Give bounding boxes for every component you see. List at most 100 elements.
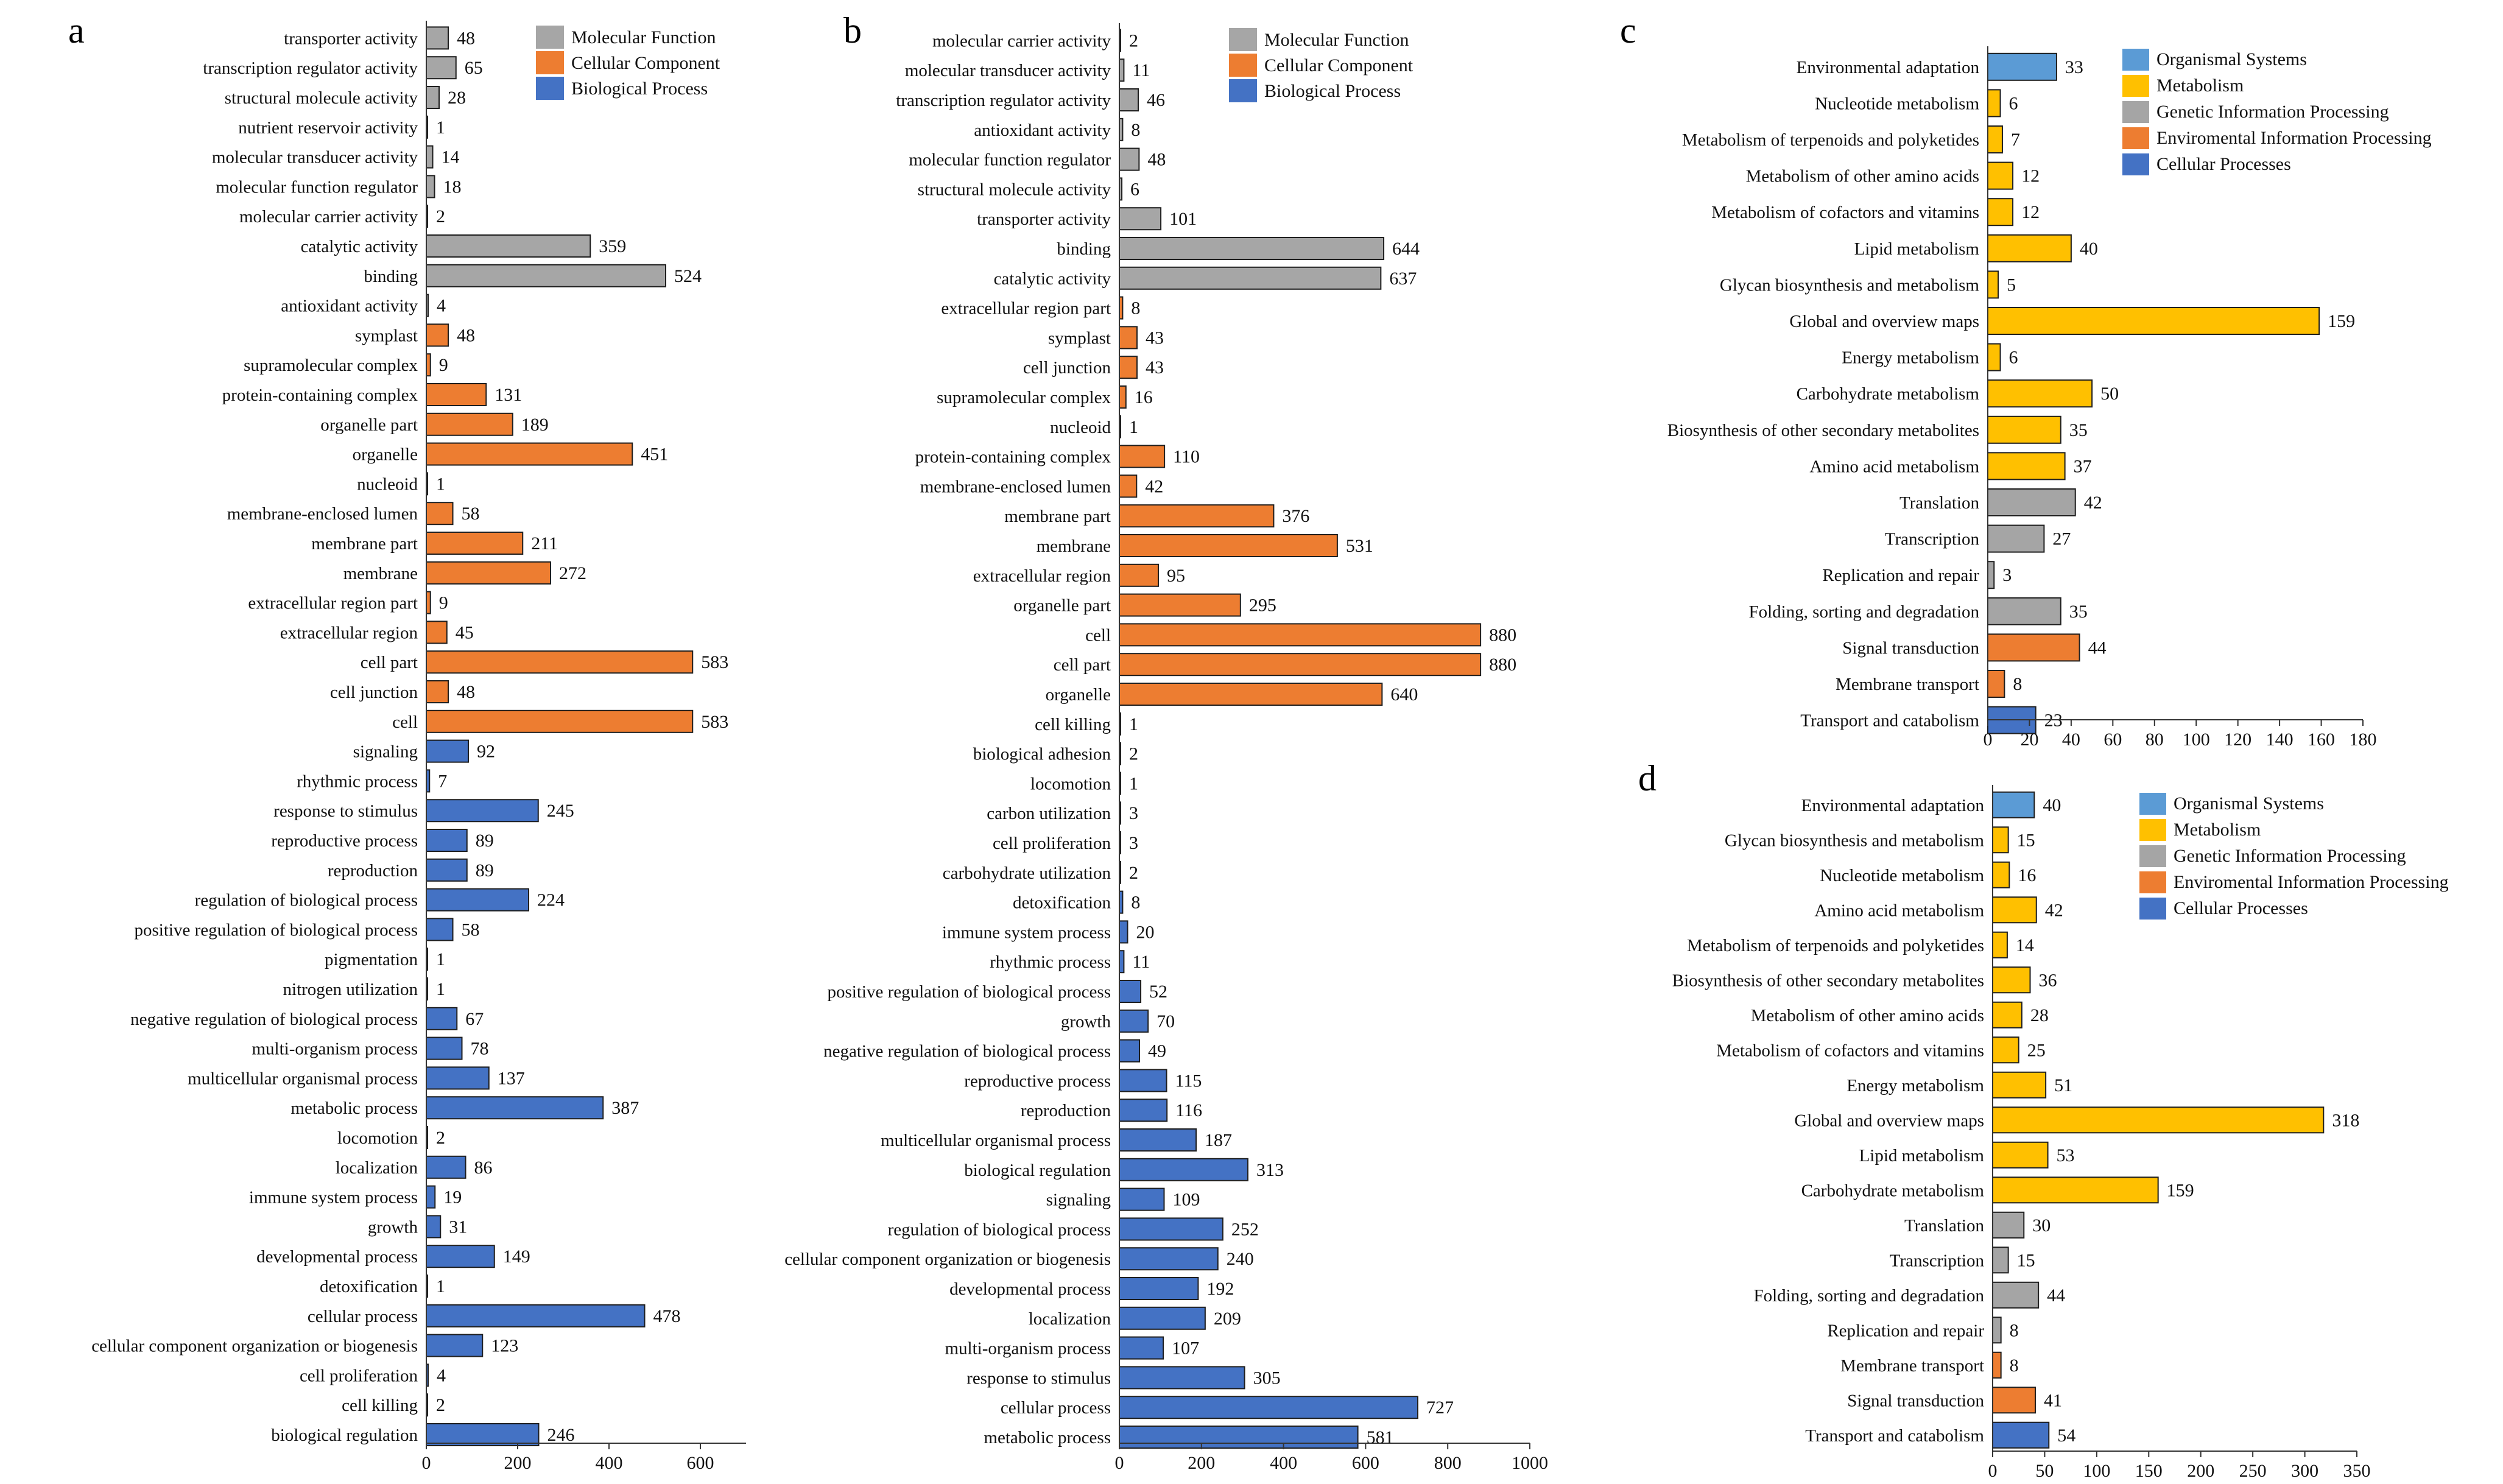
category-label-d-nucleotide-metabolism: Nucleotide metabolism <box>1820 866 1984 885</box>
category-label-a-cellular-component-organization-or-biogenesis: cellular component organization or bioge… <box>91 1337 418 1356</box>
bar-c-global-and-overview-maps <box>1987 307 2320 335</box>
category-label-b-supramolecular-complex: supramolecular complex <box>937 388 1111 407</box>
x-tick-label-c-40: 40 <box>2062 730 2080 750</box>
category-label-a-rhythmic-process: rhythmic process <box>297 772 418 791</box>
x-tick-label-c-180: 180 <box>2350 730 2377 750</box>
value-label-b-response-to-stimulus: 305 <box>1253 1368 1281 1388</box>
legend-label-a-biological-process: Biological Process <box>571 79 708 99</box>
category-label-b-carbohydrate-utilization: carbohydrate utilization <box>943 863 1111 883</box>
bar-a-cellular-component-organization-or-biogenesis <box>426 1334 484 1357</box>
value-label-a-localization: 86 <box>474 1158 493 1178</box>
value-label-a-cellular-component-organization-or-biogenesis: 123 <box>491 1336 518 1356</box>
value-label-a-response-to-stimulus: 245 <box>547 801 574 821</box>
category-label-c-metabolism-of-cofactors-and-vitamins: Metabolism of cofactors and vitamins <box>1711 203 1979 222</box>
bar-b-developmental-process <box>1119 1277 1199 1300</box>
category-label-d-lipid-metabolism: Lipid metabolism <box>1859 1146 1985 1166</box>
value-label-b-extracellular-region: 95 <box>1167 566 1185 586</box>
x-tick-label-b-600: 600 <box>1352 1453 1379 1473</box>
category-label-a-reproductive-process: reproductive process <box>271 831 418 851</box>
bar-a-signaling <box>426 739 469 763</box>
category-label-b-multicellular-organismal-process: multicellular organismal process <box>881 1131 1111 1150</box>
legend-swatch-c-enviromental-information-processing <box>2122 127 2149 149</box>
value-label-d-environmental-adaptation: 40 <box>2043 795 2061 815</box>
bar-c-biosynthesis-of-other-secondary-metabolites <box>1987 415 2061 444</box>
value-label-d-metabolism-of-cofactors-and-vitamins: 25 <box>2027 1040 2046 1060</box>
bar-c-signal-transduction <box>1987 633 2080 662</box>
value-label-d-replication-and-repair: 8 <box>2010 1320 2019 1340</box>
bar-a-multicellular-organismal-process <box>426 1066 490 1090</box>
category-label-d-environmental-adaptation: Environmental adaptation <box>1801 796 1985 815</box>
panel-b: b molecular carrier activity 2 molecular t… <box>784 10 1548 1473</box>
bar-c-folding-sorting-and-degradation <box>1987 597 2061 625</box>
value-label-a-structural-molecule-activity: 28 <box>448 88 466 108</box>
category-label-b-transcription-regulator-activity: transcription regulator activity <box>896 91 1111 110</box>
value-label-a-protein-containing-complex: 131 <box>495 385 522 405</box>
bar-a-regulation-of-biological-process <box>426 888 529 912</box>
value-label-a-negative-regulation-of-biological-process: 67 <box>465 1009 484 1029</box>
value-label-a-membrane-enclosed-lumen: 58 <box>462 504 480 524</box>
category-label-d-transcription: Transcription <box>1890 1251 1985 1270</box>
x-tick-label-c-140: 140 <box>2266 730 2294 750</box>
category-label-a-detoxification: detoxification <box>320 1277 418 1296</box>
value-label-a-molecular-transducer-activity: 14 <box>442 147 460 167</box>
bar-d-glycan-biosynthesis-and-metabolism <box>1992 826 2009 854</box>
category-label-a-positive-regulation-of-biological-process: positive regulation of biological proces… <box>134 920 418 940</box>
bar-a-reproductive-process <box>426 829 468 852</box>
bar-a-cell-junction <box>426 680 449 703</box>
category-label-b-regulation-of-biological-process: regulation of biological process <box>888 1220 1111 1239</box>
category-label-b-response-to-stimulus: response to stimulus <box>966 1368 1111 1388</box>
value-label-b-developmental-process: 192 <box>1206 1279 1234 1299</box>
bar-c-metabolism-of-terpenoids-and-polyketides <box>1987 125 2003 153</box>
legend-label-b-molecular-function: Molecular Function <box>1264 30 1409 50</box>
value-label-b-carbohydrate-utilization: 2 <box>1129 863 1138 883</box>
legend-swatch-a-molecular-function <box>536 26 564 49</box>
bar-a-growth <box>426 1215 442 1239</box>
value-label-b-binding: 644 <box>1392 239 1420 259</box>
bar-b-binding <box>1119 237 1385 260</box>
value-label-b-biological-regulation: 313 <box>1256 1160 1284 1180</box>
value-label-d-transcription: 15 <box>2017 1250 2035 1270</box>
value-label-a-cell-killing: 2 <box>436 1395 445 1415</box>
x-tick-label-c-20: 20 <box>2020 730 2038 750</box>
x-tick-label-c-60: 60 <box>2103 730 2122 750</box>
value-label-b-positive-regulation-of-biological-process: 52 <box>1149 982 1167 1002</box>
category-label-a-nucleoid: nucleoid <box>357 474 418 494</box>
bar-a-protein-containing-complex <box>426 383 487 406</box>
legend-swatch-a-cellular-component <box>536 51 564 74</box>
category-label-a-response-to-stimulus: response to stimulus <box>273 801 418 821</box>
category-label-a-extracellular-region: extracellular region <box>280 623 418 642</box>
value-label-b-organelle-part: 295 <box>1249 596 1276 616</box>
legend-swatch-b-cellular-component <box>1229 54 1257 77</box>
bar-b-membrane-enclosed-lumen <box>1119 474 1138 498</box>
bar-d-metabolism-of-cofactors-and-vitamins <box>1992 1036 2019 1064</box>
bar-b-immune-system-process <box>1119 920 1128 944</box>
panel-c: c Environmental adaptation 33 Nucleotide m… <box>1620 10 2432 750</box>
bar-a-negative-regulation-of-biological-process <box>426 1007 458 1030</box>
value-label-c-transcription: 27 <box>2052 529 2071 549</box>
x-tick-label-d-350: 350 <box>2343 1461 2371 1481</box>
panel-c-label: c <box>1620 10 1636 51</box>
legend-label-c-cellular-processes: Cellular Processes <box>2156 154 2291 174</box>
value-label-a-pigmentation: 1 <box>436 949 445 969</box>
bar-b-biological-regulation <box>1119 1158 1248 1181</box>
category-label-a-locomotion: locomotion <box>337 1128 418 1148</box>
bar-a-membrane-enclosed-lumen <box>426 502 454 526</box>
bar-b-localization <box>1119 1306 1206 1330</box>
legend-swatch-d-cellular-processes <box>2139 898 2166 920</box>
value-label-b-immune-system-process: 20 <box>1136 922 1154 942</box>
value-label-a-cell-part: 583 <box>701 652 728 672</box>
value-label-b-cellular-component-organization-or-biogenesis: 240 <box>1227 1249 1254 1269</box>
bar-c-nucleotide-metabolism <box>1987 89 2001 118</box>
x-tick-label-c-120: 120 <box>2224 730 2251 750</box>
category-label-b-growth: growth <box>1061 1012 1111 1032</box>
category-label-d-biosynthesis-of-other-secondary-metabolites: Biosynthesis of other secondary metaboli… <box>1672 971 1984 990</box>
category-label-a-immune-system-process: immune system process <box>249 1188 418 1208</box>
category-label-a-organelle: organelle <box>353 445 418 465</box>
category-label-a-cellular-process: cellular process <box>308 1307 418 1326</box>
value-label-c-energy-metabolism: 6 <box>2009 348 2018 368</box>
value-label-b-growth: 70 <box>1156 1011 1175 1032</box>
value-label-a-reproduction: 89 <box>476 860 494 881</box>
bar-b-molecular-function-regulator <box>1119 147 1140 171</box>
category-label-c-transport-and-catabolism: Transport and catabolism <box>1800 711 1979 731</box>
x-tick-label-b-800: 800 <box>1434 1453 1462 1473</box>
